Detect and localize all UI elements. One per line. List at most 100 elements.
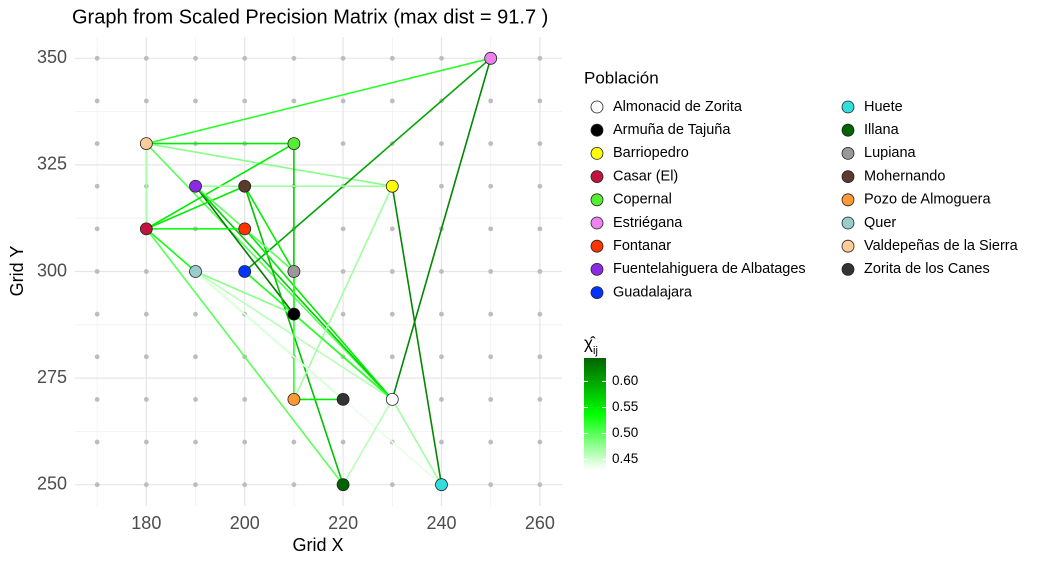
grid-point — [340, 439, 346, 445]
grid-point — [291, 98, 297, 104]
grid-point — [537, 354, 543, 360]
edge — [391, 399, 443, 486]
y-tick-label: 275 — [37, 367, 67, 387]
grid-point — [340, 269, 346, 274]
grid-point — [143, 55, 149, 61]
x-tick-label: 260 — [525, 513, 555, 533]
node — [139, 222, 153, 236]
edge — [146, 185, 246, 230]
grid-point — [439, 397, 444, 402]
legend-label: Barriopedro — [613, 145, 689, 161]
legend-label: Mohernando — [864, 168, 945, 184]
grid-point — [340, 311, 346, 317]
colorbar-tick-label: 0.45 — [612, 451, 638, 466]
grid-point — [94, 311, 100, 317]
legend-label: Copernal — [613, 192, 672, 208]
edge-line — [391, 186, 443, 485]
grid-point — [193, 482, 198, 488]
grid-point — [488, 98, 494, 104]
grid-point — [193, 311, 198, 317]
grid-point — [143, 439, 149, 445]
edge-line — [145, 228, 344, 486]
grid-point — [340, 141, 346, 146]
legend-label: Casar (El) — [613, 168, 678, 184]
legend-marker — [841, 170, 855, 184]
grid-point — [439, 141, 444, 146]
legend-label: Fuentelahiguera de Albatages — [613, 261, 806, 277]
grid-point — [389, 55, 395, 61]
edge — [342, 399, 393, 486]
grid-point — [488, 269, 494, 274]
legend-marker — [590, 100, 604, 114]
legend-label: Pozo de Almoguera — [864, 192, 991, 208]
legend-label: Quer — [864, 215, 896, 231]
edge — [194, 270, 443, 486]
grid-point — [94, 55, 100, 61]
legend-marker — [841, 262, 855, 276]
grid-point — [242, 439, 248, 445]
grid-point — [340, 98, 346, 104]
grid-point — [389, 226, 395, 232]
legend-label: Armuña de Tajuña — [613, 122, 731, 138]
edge-line — [145, 143, 393, 400]
node — [287, 137, 301, 150]
node — [238, 222, 252, 236]
grid-point — [291, 439, 297, 445]
edge-line — [342, 399, 393, 486]
edge — [244, 228, 393, 400]
edge-line — [146, 185, 246, 230]
grid-point — [439, 183, 444, 189]
grid-point — [537, 397, 543, 402]
grid-point — [143, 482, 149, 488]
legend-marker — [841, 193, 855, 207]
grid-point — [94, 226, 100, 232]
grid-point — [340, 55, 346, 61]
grid-point — [193, 354, 198, 360]
grid-point — [94, 141, 100, 146]
grid-point — [291, 55, 297, 61]
grid-point — [488, 183, 494, 189]
legend-layer: Almonacid de Zorita Armuña de Tajuña Barri… — [584, 99, 1019, 470]
grid-point — [537, 55, 543, 61]
edge — [293, 313, 393, 401]
legend-marker — [590, 262, 604, 276]
grid-point — [537, 226, 543, 232]
legend-label: Zorita de los Canes — [864, 261, 990, 277]
y-tick-label: 300 — [37, 260, 67, 280]
chart-title: Graph from Scaled Precision Matrix (max … — [72, 6, 548, 28]
legend-marker — [590, 123, 604, 137]
grid-point — [389, 354, 395, 360]
edge — [244, 57, 492, 273]
grid-point — [389, 269, 395, 274]
edge — [244, 185, 295, 272]
edge-line — [244, 228, 393, 400]
grid-point — [193, 98, 198, 104]
legend-title: Población — [584, 68, 659, 87]
grid-point — [193, 55, 198, 61]
grid-point — [242, 397, 248, 402]
grid-point — [537, 269, 543, 274]
edge-line — [194, 185, 295, 315]
grid-point — [242, 482, 248, 488]
x-tick-label: 220 — [328, 513, 358, 533]
legend-marker — [590, 170, 604, 184]
grid-point — [242, 55, 248, 61]
edge — [195, 270, 295, 315]
grid-point — [143, 311, 149, 317]
grid-point — [389, 482, 395, 488]
node — [287, 307, 301, 321]
legend-marker — [590, 146, 604, 160]
node — [238, 265, 252, 278]
node — [238, 179, 252, 193]
node — [385, 393, 399, 406]
grid-point — [94, 269, 100, 274]
grid-point — [537, 311, 543, 317]
grid-point — [143, 98, 149, 104]
legend-marker — [590, 216, 604, 230]
y-tick-label: 350 — [37, 47, 67, 67]
grid-point — [94, 439, 100, 445]
grid-point — [488, 311, 494, 317]
legend-marker — [841, 239, 855, 253]
colorbar-title-subscript: ij — [593, 345, 598, 357]
legend-label: Huete — [864, 99, 903, 115]
